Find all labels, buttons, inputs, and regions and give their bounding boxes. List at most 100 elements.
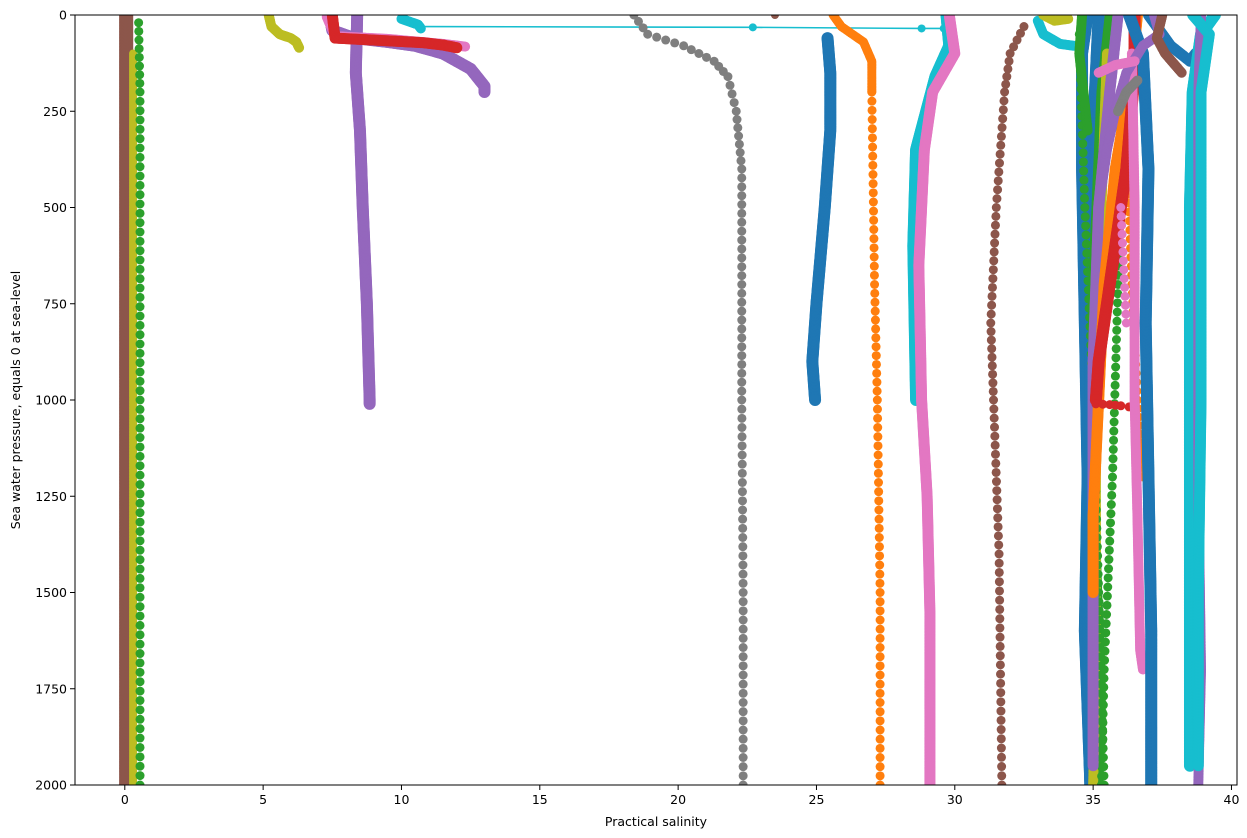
data-point <box>986 318 996 328</box>
data-point <box>868 179 878 189</box>
data-point <box>873 432 883 442</box>
data-point <box>135 162 145 172</box>
data-point <box>135 404 145 414</box>
data-point <box>738 716 748 726</box>
data-point <box>874 533 884 542</box>
data-point <box>997 771 1007 781</box>
data-point <box>987 300 997 310</box>
data-point <box>986 335 996 345</box>
data-point <box>995 660 1005 670</box>
data-point <box>135 70 145 80</box>
data-point <box>996 743 1006 753</box>
data-point <box>737 208 747 218</box>
data-point <box>135 508 145 518</box>
data-point <box>135 218 145 228</box>
data-point <box>134 26 144 36</box>
data-point <box>135 639 145 649</box>
data-point <box>734 131 744 141</box>
data-point <box>987 361 997 371</box>
data-point <box>738 514 748 524</box>
data-point <box>995 623 1005 633</box>
data-point <box>990 440 1000 450</box>
data-point <box>135 348 145 358</box>
data-point <box>989 404 999 414</box>
data-point <box>875 762 885 772</box>
data-point <box>868 142 878 152</box>
data-point <box>990 422 1000 432</box>
data-point <box>135 461 145 471</box>
data-point <box>809 394 822 406</box>
data-point <box>737 468 747 478</box>
data-point <box>875 560 885 570</box>
data-point <box>875 688 885 698</box>
data-point <box>416 22 425 31</box>
data-point <box>135 414 145 424</box>
data-point <box>996 734 1006 744</box>
data-point <box>988 265 998 275</box>
data-point <box>737 441 747 451</box>
data-point <box>874 496 884 506</box>
data-point <box>875 679 885 689</box>
data-point <box>738 652 748 662</box>
data-point <box>738 606 748 616</box>
data-point <box>998 105 1008 115</box>
data-point <box>738 588 748 597</box>
data-point <box>738 679 748 689</box>
data-point <box>875 698 885 707</box>
data-point <box>135 376 145 386</box>
data-point <box>868 197 878 207</box>
data-point <box>738 734 748 744</box>
data-point <box>737 253 747 263</box>
data-point <box>135 545 145 555</box>
data-point <box>737 315 747 325</box>
data-point <box>995 614 1005 624</box>
data-point <box>990 220 1000 230</box>
data-point <box>363 397 376 410</box>
data-point <box>872 368 882 378</box>
data-point <box>991 467 1001 477</box>
data-point <box>873 441 883 451</box>
data-point <box>993 522 1003 532</box>
data-point <box>869 261 879 271</box>
data-point <box>996 131 1006 141</box>
data-point <box>871 359 881 369</box>
data-point <box>736 156 746 166</box>
data-point <box>135 61 144 71</box>
data-point <box>868 151 878 161</box>
data-point <box>875 716 885 726</box>
data-point <box>737 262 747 272</box>
data-point <box>993 513 1003 523</box>
data-point <box>652 32 662 42</box>
data-point <box>873 459 883 469</box>
data-point <box>737 182 747 192</box>
data-point <box>738 707 748 717</box>
data-point <box>135 246 145 256</box>
data-point <box>451 42 463 54</box>
data-point <box>135 573 145 583</box>
data-point <box>294 42 305 53</box>
data-point <box>990 229 1000 239</box>
data-point <box>670 38 680 48</box>
data-point <box>737 288 747 298</box>
data-point <box>995 149 1005 159</box>
data-point <box>737 368 747 378</box>
data-point <box>994 558 1004 568</box>
data-point <box>870 306 880 316</box>
data-point <box>996 725 1006 735</box>
data-point <box>874 487 884 497</box>
data-point <box>135 705 145 715</box>
data-point <box>135 283 145 293</box>
data-point <box>738 661 748 671</box>
data-point <box>997 752 1006 762</box>
data-point <box>723 72 733 82</box>
data-point <box>871 342 881 352</box>
data-point <box>738 771 748 781</box>
data-point <box>867 115 877 124</box>
data-point <box>875 578 885 588</box>
data-point <box>993 176 1003 186</box>
data-point <box>738 551 748 561</box>
data-point <box>738 597 748 607</box>
data-point <box>686 45 696 55</box>
data-point <box>135 143 145 153</box>
